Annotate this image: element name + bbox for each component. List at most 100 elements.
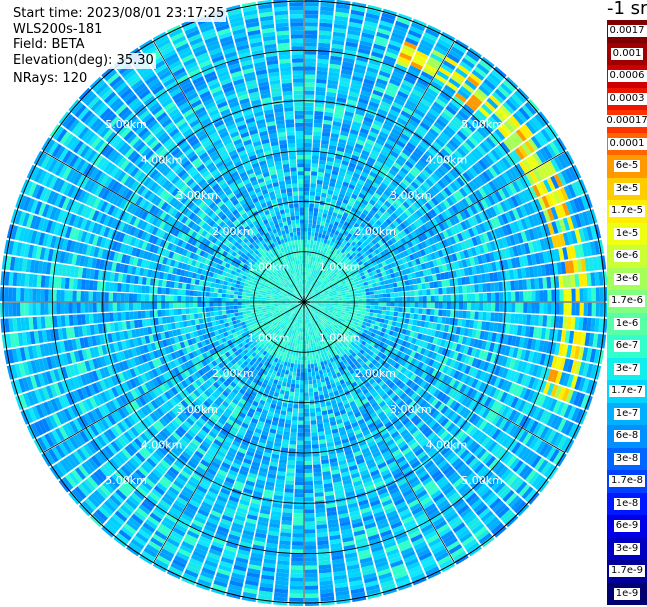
range-gate-cell (495, 302, 500, 312)
range-gate-cell (386, 297, 391, 302)
range-gate-cell (343, 255, 348, 261)
range-gate-cell (563, 185, 573, 200)
range-gate-cell (377, 185, 386, 193)
range-gate-cell (418, 308, 423, 314)
range-gate-cell (304, 513, 315, 518)
range-gate-cell (493, 146, 504, 159)
range-gate-cell (408, 184, 417, 192)
range-gate-cell (508, 167, 519, 180)
range-gate-cell (329, 270, 334, 275)
range-gate-cell (392, 282, 398, 288)
range-gate-cell (294, 489, 304, 494)
range-gate-cell (409, 285, 415, 291)
range-gate-cell (393, 311, 399, 317)
range-gate-cell (309, 281, 312, 286)
range-gate-cell (337, 241, 343, 247)
range-gate-cell (534, 198, 543, 212)
range-gate-cell (357, 206, 364, 213)
range-gate-cell (442, 161, 452, 171)
range-gate-cell (307, 372, 312, 377)
range-gate-cell (474, 302, 480, 311)
range-gate-cell (332, 289, 337, 293)
range-gate-cell (289, 440, 297, 445)
range-gate-cell (332, 281, 338, 285)
range-gate-cell (318, 289, 323, 293)
range-gate-cell (323, 275, 327, 280)
range-gate-cell (319, 290, 324, 293)
range-gate-cell (539, 164, 550, 178)
range-gate-cell (365, 238, 372, 244)
range-gate-cell (483, 196, 493, 208)
range-gate-cell (379, 206, 386, 214)
range-gate-cell (410, 204, 418, 212)
range-gate-cell (318, 281, 322, 286)
range-gate-cell (309, 252, 312, 257)
range-gate-cell (350, 125, 361, 132)
range-gate-cell (309, 276, 312, 281)
range-gate-cell (296, 376, 300, 381)
range-gate-cell (539, 290, 544, 302)
range-gate-cell (289, 444, 297, 449)
range-gate-cell (352, 232, 359, 238)
range-gate-cell (362, 82, 374, 90)
range-gate-cell (536, 166, 546, 180)
range-gate-cell (310, 412, 316, 417)
range-gate-cell (295, 481, 304, 486)
range-gate-cell (315, 354, 319, 360)
range-gate-cell (317, 237, 321, 242)
range-gate-cell (407, 172, 416, 181)
range-gate-cell (306, 280, 309, 285)
range-gate-cell (351, 193, 358, 200)
range-gate-cell (546, 276, 552, 289)
range-gate-cell (331, 256, 336, 262)
range-gate-cell (532, 168, 543, 182)
range-gate-cell (304, 6, 319, 11)
range-gate-cell (429, 315, 435, 323)
range-gate-cell (404, 145, 414, 154)
range-gate-cell (396, 117, 408, 126)
range-gate-cell (311, 167, 318, 172)
range-gate-cell (386, 86, 398, 94)
range-gate-cell (363, 281, 369, 286)
range-gate-cell (304, 22, 318, 27)
range-gate-cell (315, 257, 319, 262)
range-gate-cell (349, 87, 361, 94)
range-gate-cell (309, 248, 313, 253)
range-gate-cell (329, 283, 334, 287)
range-gate-cell (327, 263, 332, 268)
range-gate-cell (356, 266, 362, 271)
range-gate-cell (434, 194, 443, 204)
range-gate-cell (464, 196, 473, 206)
range-gate-cell (298, 404, 304, 409)
range-gate-cell (331, 288, 336, 292)
range-gate-cell (337, 296, 342, 299)
range-gate-cell (388, 283, 394, 289)
range-gate-cell (314, 367, 319, 372)
range-gate-cell (300, 360, 304, 365)
range-gate-cell (295, 468, 304, 474)
range-gate-cell (516, 87, 530, 101)
range-gate-cell (356, 287, 362, 291)
range-gate-cell (478, 59, 493, 72)
range-gate-cell (307, 264, 310, 269)
range-gate-cell (412, 112, 423, 121)
range-gate-cell (366, 298, 371, 302)
range-gate-cell (312, 215, 318, 221)
range-gate-cell (549, 141, 560, 156)
range-gate-cell (377, 262, 383, 269)
range-gate-cell (424, 239, 431, 247)
range-gate-cell (583, 302, 588, 316)
range-gate-cell (305, 297, 309, 301)
range-gate-cell (423, 32, 438, 42)
range-gate-cell (297, 339, 300, 344)
range-gate-cell (296, 444, 304, 449)
range-gate-cell (462, 294, 468, 302)
range-gate-cell (331, 261, 336, 266)
range-gate-cell (304, 94, 315, 99)
range-gate-cell (308, 294, 312, 298)
range-gate-cell (399, 204, 407, 212)
range-gate-cell (346, 265, 352, 270)
range-gate-cell (379, 20, 394, 28)
range-gate-cell (337, 281, 342, 285)
range-gate-cell (402, 129, 412, 138)
